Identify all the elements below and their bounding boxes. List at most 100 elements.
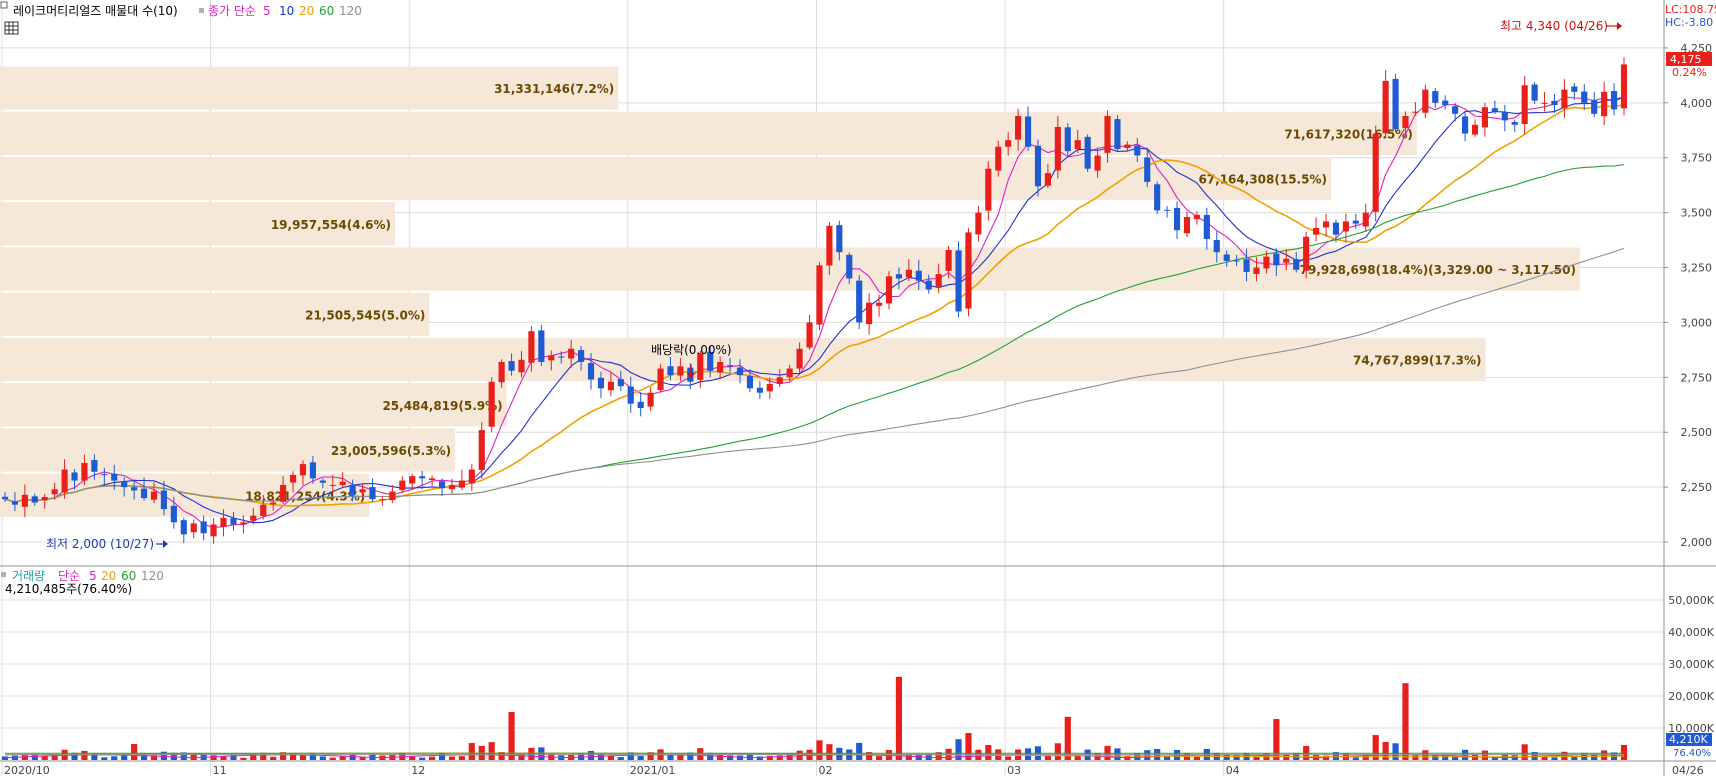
volume-bar bbox=[875, 756, 883, 760]
candle-body bbox=[905, 269, 912, 278]
candle-body bbox=[498, 361, 505, 383]
grid-icon[interactable] bbox=[4, 21, 19, 35]
volume-bar bbox=[746, 754, 754, 760]
candle-body bbox=[578, 350, 585, 362]
candle-body bbox=[756, 387, 763, 393]
candle-body bbox=[1452, 106, 1459, 114]
volume-bar bbox=[121, 755, 128, 760]
ma-20-line bbox=[4, 104, 1625, 507]
volume-bar bbox=[41, 756, 48, 760]
volume-bar bbox=[905, 754, 912, 760]
candle-body bbox=[1620, 64, 1628, 109]
low-annotation: 최저 2,000 (10/27) bbox=[46, 537, 154, 551]
candle-body bbox=[289, 475, 297, 483]
price-tag-value: 4,175 bbox=[1670, 53, 1702, 66]
candle-body bbox=[140, 488, 148, 499]
price-tick-label: 3,000 bbox=[1681, 316, 1713, 329]
candle-body bbox=[736, 367, 744, 376]
candle-body bbox=[995, 146, 1002, 171]
volume-bar bbox=[1491, 756, 1498, 760]
volume-bar bbox=[150, 755, 158, 760]
candle-body bbox=[726, 365, 734, 367]
candle-body bbox=[597, 377, 605, 389]
volume-bar bbox=[826, 744, 833, 760]
price-tick-label: 3,500 bbox=[1681, 207, 1713, 220]
volume-bar bbox=[756, 756, 763, 760]
volume-bar bbox=[1521, 744, 1528, 760]
volume-marker bbox=[1, 572, 6, 577]
volume-bar bbox=[1, 756, 9, 760]
candle-body bbox=[309, 462, 316, 479]
volume-tag-pct: 76.40% bbox=[1673, 748, 1711, 759]
candle-body bbox=[1173, 207, 1181, 231]
candle-body bbox=[1610, 91, 1618, 110]
candle-body bbox=[1064, 127, 1071, 152]
volume-bar bbox=[1283, 754, 1290, 760]
candle-body bbox=[1183, 217, 1191, 234]
arrow-down-icon bbox=[687, 364, 695, 379]
volume-bar bbox=[766, 755, 773, 760]
candle-body bbox=[419, 476, 426, 479]
price-tick-label: 2,250 bbox=[1681, 481, 1713, 494]
candle-body bbox=[1571, 86, 1578, 92]
volume-bar bbox=[339, 756, 346, 760]
volume-bar bbox=[1541, 756, 1548, 760]
volume-bar bbox=[280, 752, 287, 760]
x-tick-label: 2020/10 bbox=[4, 764, 50, 776]
volume-bar bbox=[607, 755, 614, 760]
candle-body bbox=[359, 489, 366, 493]
candle-body bbox=[1, 496, 9, 500]
candle-body bbox=[707, 351, 714, 371]
candle-body bbox=[1223, 254, 1230, 261]
volume-bar bbox=[1054, 743, 1061, 760]
volume-bar bbox=[1332, 752, 1340, 760]
ma-period-120: 120 bbox=[339, 4, 362, 18]
volume-bar bbox=[299, 755, 307, 760]
volume-bar bbox=[200, 753, 207, 760]
volume-current: 4,210,485주(76.40%) bbox=[5, 582, 132, 596]
volume-bar bbox=[816, 740, 823, 760]
volume-bar bbox=[1412, 755, 1419, 760]
candle-body bbox=[1551, 100, 1558, 106]
candle-body bbox=[111, 473, 118, 481]
candle-body bbox=[1352, 220, 1359, 224]
volume-ma-20: 20 bbox=[101, 569, 116, 583]
candle-body bbox=[1144, 157, 1151, 182]
volume-bar bbox=[856, 742, 863, 760]
volume-bar bbox=[1193, 756, 1200, 760]
price-tick-label: 4,000 bbox=[1681, 97, 1713, 110]
volume-bar bbox=[1551, 757, 1558, 760]
price-profile-bar bbox=[0, 292, 430, 336]
price-profile-label: 25,484,819(5.9%) bbox=[382, 399, 502, 413]
price-profile-label: 23,005,596(5.3%) bbox=[331, 444, 451, 458]
volume-tick-label: 20,000K bbox=[1668, 690, 1714, 703]
price-tick-label: 2,500 bbox=[1681, 426, 1713, 439]
volume-bar bbox=[518, 753, 525, 760]
candle-body bbox=[637, 401, 644, 409]
volume-ma-60: 60 bbox=[121, 569, 136, 583]
volume-bar bbox=[697, 748, 704, 760]
price-profile-label: 21,505,545(5.0%) bbox=[305, 308, 425, 322]
candle-body bbox=[448, 484, 456, 490]
price-profile-label: 19,957,554(4.6%) bbox=[271, 218, 391, 232]
volume-bar bbox=[776, 755, 783, 760]
volume-bar bbox=[965, 733, 972, 760]
volume-tick-label: 30,000K bbox=[1668, 658, 1714, 671]
price-profile-label: 31,331,146(7.2%) bbox=[494, 82, 614, 96]
volume-bar bbox=[687, 752, 694, 760]
candle-body bbox=[170, 505, 177, 523]
candle-body bbox=[826, 225, 833, 266]
price-tick-label: 3,750 bbox=[1681, 152, 1713, 165]
candle-body bbox=[558, 356, 565, 358]
candle-body bbox=[607, 381, 614, 391]
candle-body bbox=[1263, 256, 1270, 269]
candle-body bbox=[746, 375, 754, 389]
candle-body bbox=[508, 361, 515, 371]
price-profile-bar bbox=[0, 111, 1417, 155]
candle-body bbox=[1283, 258, 1290, 263]
candle-body bbox=[101, 474, 108, 476]
candle-body bbox=[280, 484, 287, 502]
volume-bar bbox=[71, 752, 78, 760]
candle-body bbox=[836, 225, 843, 253]
